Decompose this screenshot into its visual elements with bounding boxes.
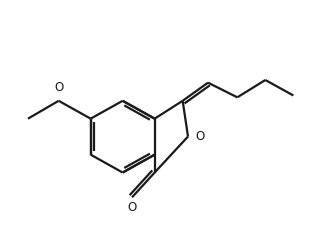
Text: O: O	[196, 130, 205, 143]
Text: O: O	[127, 201, 137, 214]
Text: O: O	[54, 81, 63, 94]
